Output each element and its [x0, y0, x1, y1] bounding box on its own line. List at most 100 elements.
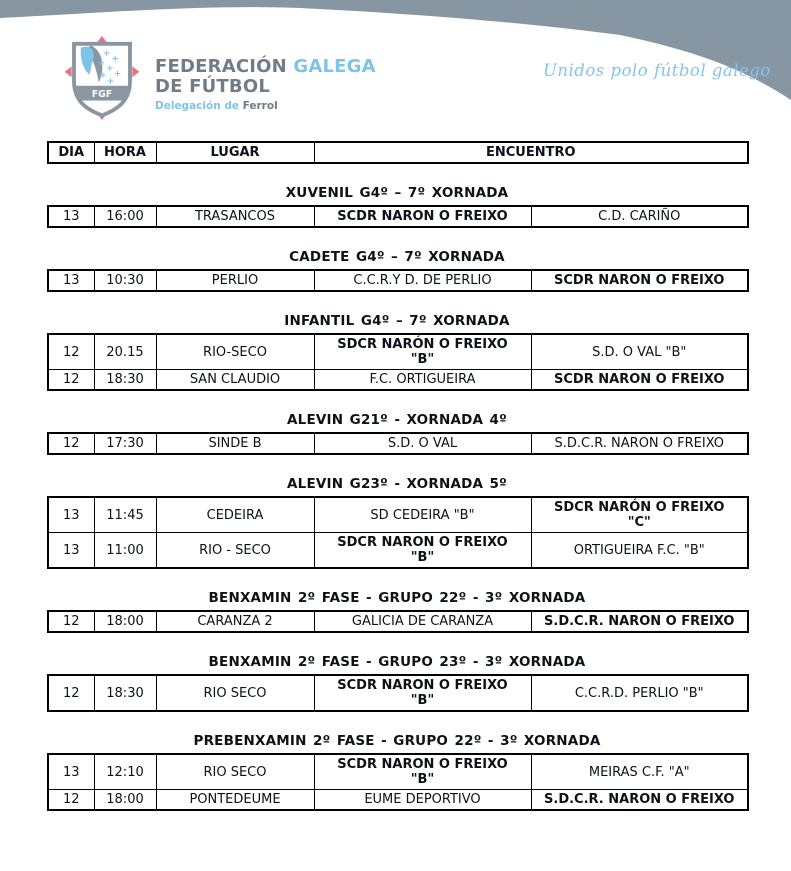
- cell-home-team: S.D. O VAL: [313, 432, 532, 455]
- slogan-text: Unidos polo fútbol galego: [543, 61, 771, 80]
- cell-away-team: S.D. O VAL "B": [530, 333, 749, 370]
- cell-hora: 18:30: [93, 674, 157, 712]
- fixtures-table: 12 18:30 RIO SECO SCDR NARON O FREIXO "B" C.…: [47, 674, 749, 712]
- cell-hora: 18:00: [93, 610, 157, 633]
- cell-away-team: C.D. CARIÑO: [530, 205, 749, 228]
- fixtures-table: 13 10:30 PERLIO C.C.R.Y D. DE PERLIO SCDR NA…: [47, 269, 749, 292]
- competition-section: BENXAMIN 2º FASE - GRUPO 23º - 3º XORNAD…: [47, 654, 749, 712]
- cell-dia: 12: [47, 333, 95, 370]
- fixtures-table: 12 18:00 CARANZA 2 GALICIA DE CARANZA S.D.C.…: [47, 610, 749, 633]
- cell-lugar: PERLIO: [155, 269, 315, 292]
- section-title: BENXAMIN 2º FASE - GRUPO 23º - 3º XORNAD…: [208, 654, 586, 670]
- competition-section: CADETE G4º – 7º XORNADA 13 10:30 PERLIO C.C.…: [47, 249, 749, 292]
- fixture-row: 13 12:10 RIO SECO SCDR NARON O FREIXO "B" ME…: [47, 753, 749, 790]
- cell-dia: 12: [47, 369, 95, 391]
- fixture-row: 13 16:00 TRASANCOS SCDR NARON O FREIXO C.D. …: [47, 205, 749, 228]
- fixture-row: 12 18:00 CARANZA 2 GALICIA DE CARANZA S.D.C.…: [47, 610, 749, 633]
- cell-hora: 18:30: [93, 369, 157, 391]
- cell-dia: 13: [47, 269, 95, 292]
- delegation-line: Delegación de Ferrol: [155, 100, 278, 113]
- section-title: INFANTIL G4º – 7º XORNADA: [284, 313, 510, 329]
- banner-wave: [0, 0, 791, 100]
- fixture-row: 13 11:45 CEDEIRA SD CEDEIRA "B" SDCR NARÓN O…: [47, 496, 749, 533]
- cell-home-team: SD CEDEIRA "B": [313, 496, 532, 533]
- fixture-row: 13 10:30 PERLIO C.C.R.Y D. DE PERLIO SCDR NA…: [47, 269, 749, 292]
- section-title: PREBENXAMIN 2º FASE - GRUPO 22º - 3º XOR…: [193, 733, 601, 749]
- cell-away-team: MEIRAS C.F. "A": [530, 753, 749, 790]
- cell-hora: 16:00: [93, 205, 157, 228]
- cell-dia: 13: [47, 532, 95, 569]
- cell-away-team: S.D.C.R. NARON O FREIXO: [530, 610, 749, 633]
- header-encuentro: ENCUENTRO: [313, 141, 749, 164]
- cell-lugar: CARANZA 2: [155, 610, 315, 633]
- fixture-row: 12 17:30 SINDE B S.D. O VAL S.D.C.R. NARON O…: [47, 432, 749, 455]
- cell-away-team: S.D.C.R. NARON O FREIXO: [530, 432, 749, 455]
- sections: XUVENIL G4º – 7º XORNADA 13 16:00 TRASANCOS…: [47, 186, 749, 811]
- fgf-shield-icon: + + + + + + + FGF: [64, 36, 140, 120]
- cell-away-team: S.D.C.R. NARON O FREIXO: [530, 789, 749, 811]
- cell-away-team: C.C.R.D. PERLIO "B": [530, 674, 749, 712]
- competition-section: ALEVIN G23º - XORNADA 5º 13 11:45 CEDEIRA SD…: [47, 476, 749, 569]
- cell-away-team: ORTIGUEIRA F.C. "B": [530, 532, 749, 569]
- federation-logo: + + + + + + + FGF FEDERACIÓN GALEGA DE F…: [62, 36, 376, 120]
- fixture-row: 12 20.15 RIO-SECO SDCR NARÓN O FREIXO "B" S.…: [47, 333, 749, 370]
- cell-away-team: SDCR NARÓN O FREIXO "C": [530, 496, 749, 533]
- fgf-shield-text: FGF: [92, 89, 112, 100]
- column-header-table: DIA HORA LUGAR ENCUENTRO: [47, 141, 749, 164]
- competition-section: XUVENIL G4º – 7º XORNADA 13 16:00 TRASANCOS…: [47, 186, 749, 228]
- competition-section: INFANTIL G4º – 7º XORNADA 12 20.15 RIO-SECO…: [47, 313, 749, 391]
- cell-home-team: C.C.R.Y D. DE PERLIO: [313, 269, 532, 292]
- cell-away-team: SCDR NARON O FREIXO: [530, 269, 749, 292]
- column-header-row: DIA HORA LUGAR ENCUENTRO: [47, 141, 749, 164]
- cell-lugar: RIO SECO: [155, 674, 315, 712]
- section-title: ALEVIN G21º - XORNADA 4º: [287, 412, 507, 428]
- cell-dia: 13: [47, 753, 95, 790]
- competition-section: PREBENXAMIN 2º FASE - GRUPO 22º - 3º XOR…: [47, 733, 749, 811]
- competition-section: ALEVIN G21º - XORNADA 4º 12 17:30 SINDE B S.…: [47, 412, 749, 455]
- cell-dia: 12: [47, 674, 95, 712]
- header-lugar: LUGAR: [155, 141, 315, 164]
- cell-hora: 11:45: [93, 496, 157, 533]
- org-name-block: FEDERACIÓN GALEGA DE FÚTBOL Delegación d…: [155, 36, 376, 113]
- svg-text:+: +: [112, 55, 119, 65]
- fixture-row: 12 18:00 PONTEDEUME EUME DEPORTIVO S.D.C.R. …: [47, 789, 749, 811]
- section-title: ALEVIN G23º - XORNADA 5º: [287, 476, 507, 492]
- svg-text:+: +: [114, 69, 121, 79]
- cell-home-team: SDCR NARON O FREIXO "B": [313, 532, 532, 569]
- fixtures-table: 12 17:30 SINDE B S.D. O VAL S.D.C.R. NARON O…: [47, 432, 749, 455]
- cell-lugar: PONTEDEUME: [155, 789, 315, 811]
- cell-lugar: TRASANCOS: [155, 205, 315, 228]
- header-dia: DIA: [47, 141, 95, 164]
- svg-text:+: +: [107, 77, 114, 87]
- cell-home-team: EUME DEPORTIVO: [313, 789, 532, 811]
- cell-lugar: RIO-SECO: [155, 333, 315, 370]
- fixtures-table: 13 12:10 RIO SECO SCDR NARON O FREIXO "B" ME…: [47, 753, 749, 811]
- cell-home-team: F.C. ORTIGUEIRA: [313, 369, 532, 391]
- cell-dia: 13: [47, 205, 95, 228]
- svg-text:+: +: [103, 49, 110, 59]
- cell-lugar: SAN CLAUDIO: [155, 369, 315, 391]
- cell-lugar: CEDEIRA: [155, 496, 315, 533]
- cell-home-team: SCDR NARON O FREIXO "B": [313, 753, 532, 790]
- cell-lugar: SINDE B: [155, 432, 315, 455]
- section-title: BENXAMIN 2º FASE - GRUPO 22º - 3º XORNAD…: [208, 590, 586, 606]
- cell-hora: 20.15: [93, 333, 157, 370]
- fixture-row: 12 18:30 SAN CLAUDIO F.C. ORTIGUEIRA SCDR NA…: [47, 369, 749, 391]
- svg-text:+: +: [106, 64, 113, 74]
- org-name-line2: DE FÚTBOL: [155, 76, 270, 98]
- cell-home-team: GALICIA DE CARANZA: [313, 610, 532, 633]
- fixtures-table: 12 20.15 RIO-SECO SDCR NARÓN O FREIXO "B" S.…: [47, 333, 749, 391]
- cell-home-team: SCDR NARON O FREIXO "B": [313, 674, 532, 712]
- section-title: CADETE G4º – 7º XORNADA: [289, 249, 505, 265]
- fixtures-table: 13 16:00 TRASANCOS SCDR NARON O FREIXO C.D. …: [47, 205, 749, 228]
- schedule-content: DIA HORA LUGAR ENCUENTRO XUVENIL G4º – 7…: [47, 141, 749, 811]
- cell-dia: 12: [47, 789, 95, 811]
- fixture-row: 13 11:00 RIO - SECO SDCR NARON O FREIXO "B"…: [47, 532, 749, 569]
- cell-dia: 13: [47, 496, 95, 533]
- org-name-line1: FEDERACIÓN GALEGA: [155, 56, 376, 77]
- cell-home-team: SDCR NARÓN O FREIXO "B": [313, 333, 532, 370]
- svg-text:+: +: [99, 71, 106, 81]
- cell-hora: 18:00: [93, 789, 157, 811]
- cell-hora: 12:10: [93, 753, 157, 790]
- cell-hora: 11:00: [93, 532, 157, 569]
